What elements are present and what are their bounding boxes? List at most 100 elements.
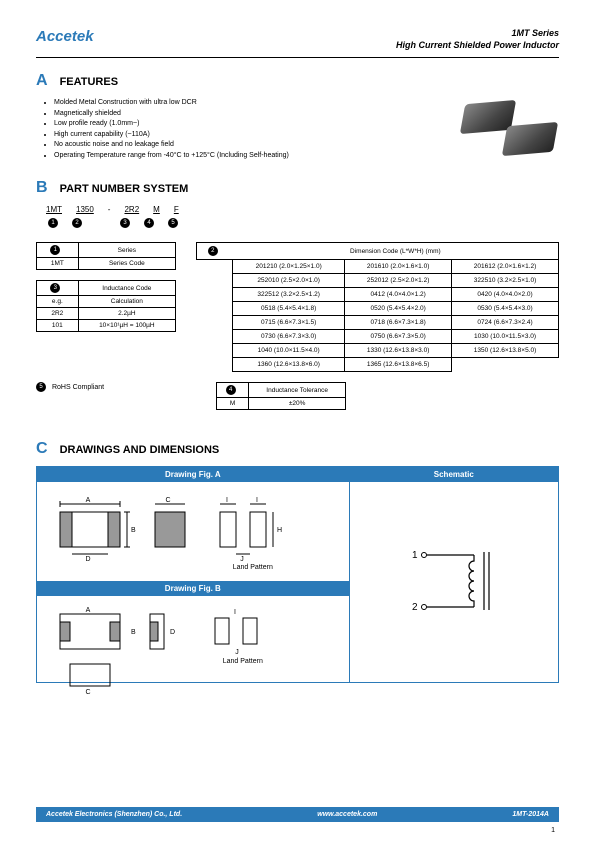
dim-cell: 0715 (6.6×7.3×1.5) xyxy=(233,316,345,330)
dim-cell: 0518 (5.4×5.4×1.8) xyxy=(233,302,345,316)
dim-cell: 0750 (6.6×7.3×5.0) xyxy=(345,330,452,344)
product-title: 1MT Series High Current Shielded Power I… xyxy=(396,28,559,51)
drawings-box: Drawing Fig. A A B D C I I H xyxy=(36,466,559,683)
pn-part: 2R2 xyxy=(124,205,139,214)
fig-a-body: A B D C I I H J Land Pattern xyxy=(37,482,349,581)
section-b-title: PART NUMBER SYSTEM xyxy=(60,183,189,195)
fig-a-svg: A B D C I I H J xyxy=(45,492,325,562)
dim-cell: 322510 (3.2×2.5×1.0) xyxy=(452,274,559,288)
dot-icon: 1 xyxy=(50,245,60,255)
dim-cell: 201612 (2.0×1.6×1.2) xyxy=(452,260,559,274)
left-tables: 1 Series 1MTSeries Code 3 Inductance Code … xyxy=(36,242,176,342)
part-number-dots: 1 2 3 4 5 xyxy=(48,218,559,228)
ind-hdr: Inductance Code xyxy=(78,281,175,296)
cell: e.g. xyxy=(37,296,79,308)
cell: M xyxy=(217,398,249,410)
page-header: Accetek 1MT Series High Current Shielded… xyxy=(36,28,559,51)
schematic-svg: 1 2 xyxy=(394,542,514,622)
svg-text:D: D xyxy=(85,556,90,562)
inductor-icon xyxy=(502,122,558,156)
dim-cell: 322512 (3.2×2.5×1.2) xyxy=(233,288,345,302)
dot-icon: 3 xyxy=(120,218,130,228)
dot-icon: 3 xyxy=(50,283,60,293)
svg-text:I: I xyxy=(234,609,236,616)
footer-left: Accetek Electronics (Shenzhen) Co., Ltd. xyxy=(46,811,182,818)
svg-text:D: D xyxy=(170,629,175,636)
part-number-strip: 1MT 1350 - 2R2 M F xyxy=(46,205,559,214)
dim-cell: 1030 (10.0×11.5×3.0) xyxy=(452,330,559,344)
dim-cell: 252012 (2.5×2.0×1.2) xyxy=(345,274,452,288)
dim-cell: 0530 (5.4×5.4×3.0) xyxy=(452,302,559,316)
title-line1: 1MT Series xyxy=(396,28,559,40)
cell: 1MT xyxy=(37,258,79,270)
svg-text:B: B xyxy=(131,629,136,636)
svg-text:1: 1 xyxy=(412,550,418,561)
series-hdr: Series xyxy=(78,243,175,258)
feature-item: No acoustic noise and no leakage field xyxy=(54,140,289,151)
cell: ±20% xyxy=(249,398,346,410)
svg-text:B: B xyxy=(131,527,136,534)
rohs-left: 5 RoHS Compliant xyxy=(36,382,186,392)
feature-item: Low profile ready (1.0mm~) xyxy=(54,119,289,130)
pn-part: F xyxy=(174,205,179,214)
svg-text:H: H xyxy=(277,527,282,534)
dot-icon: 5 xyxy=(168,218,178,228)
feature-item: Magnetically shielded xyxy=(54,109,289,120)
svg-text:J: J xyxy=(235,649,239,656)
dim-cell: 0420 (4.0×4.0×2.0) xyxy=(452,288,559,302)
drawings-right: Schematic 1 2 xyxy=(350,467,558,682)
section-a-letter: A xyxy=(36,72,48,90)
tolerance-table: 4 Inductance Tolerance M±20% xyxy=(216,382,346,410)
section-b-header: B PART NUMBER SYSTEM xyxy=(36,179,559,197)
cell: Series Code xyxy=(78,258,175,270)
dim-cell: 1040 (10.0×11.5×4.0) xyxy=(233,344,345,358)
pn-part: M xyxy=(153,205,160,214)
cell: Calculation xyxy=(78,296,175,308)
fig-b-body: A B D C I J Land Pattern xyxy=(37,596,349,675)
dim-cell: 0730 (6.6×7.3×3.0) xyxy=(233,330,345,344)
dim-cell: 1360 (12.6×13.8×6.0) xyxy=(233,358,345,372)
feature-item: High current capability (~110A) xyxy=(54,130,289,141)
features-row: Molded Metal Construction with ultra low… xyxy=(36,98,559,161)
cell: 10×10¹µH = 100µH xyxy=(78,320,175,332)
cell: 2.2µH xyxy=(78,308,175,320)
schematic-body: 1 2 xyxy=(350,482,558,682)
svg-text:C: C xyxy=(165,497,170,504)
fig-b-svg: A B D C I J xyxy=(45,606,325,696)
section-c-header: C DRAWINGS AND DIMENSIONS xyxy=(36,440,559,458)
dim-cell: 0724 (6.6×7.3×2.4) xyxy=(452,316,559,330)
footer-right: 1MT-2014A xyxy=(512,811,549,818)
section-b-letter: B xyxy=(36,179,48,197)
cell: 2R2 xyxy=(37,308,79,320)
series-table: 1 Series 1MTSeries Code xyxy=(36,242,176,270)
land-pattern-label: Land Pattern xyxy=(165,564,341,571)
page-footer: Accetek Electronics (Shenzhen) Co., Ltd.… xyxy=(36,807,559,822)
title-line2: High Current Shielded Power Inductor xyxy=(396,40,559,52)
part-number-tables: 1 Series 1MTSeries Code 3 Inductance Code … xyxy=(36,242,559,372)
dim-cell xyxy=(452,358,559,372)
svg-text:I: I xyxy=(256,497,258,504)
section-a-header: A FEATURES xyxy=(36,72,559,90)
fig-b-hdr: Drawing Fig. B xyxy=(37,581,349,596)
svg-text:J: J xyxy=(240,556,244,562)
fig-a-hdr: Drawing Fig. A xyxy=(37,467,349,482)
section-c-title: DRAWINGS AND DIMENSIONS xyxy=(60,444,220,456)
dot-icon: 5 xyxy=(36,382,46,392)
dot-icon: 4 xyxy=(144,218,154,228)
dim-cell: 252010 (2.5×2.0×1.0) xyxy=(233,274,345,288)
dimension-table: 2Dimension Code (L*W*H) (mm) 201210 (2.0… xyxy=(196,242,559,372)
section-c-letter: C xyxy=(36,440,48,458)
feature-item: Operating Temperature range from -40°C t… xyxy=(54,151,289,162)
brand-logo: Accetek xyxy=(36,28,94,45)
dim-cell: 201610 (2.0×1.6×1.0) xyxy=(345,260,452,274)
dim-cell: 0520 (5.4×5.4×2.0) xyxy=(345,302,452,316)
rohs-label: RoHS Compliant xyxy=(52,384,104,391)
rohs-row: 5 RoHS Compliant 4 Inductance Tolerance M… xyxy=(36,382,559,410)
dim-cell: 0718 (6.6×7.3×1.8) xyxy=(345,316,452,330)
section-a-title: FEATURES xyxy=(60,76,118,88)
tol-hdr: Inductance Tolerance xyxy=(249,383,346,398)
dot-icon: 4 xyxy=(226,385,236,395)
footer-center: www.accetek.com xyxy=(317,811,377,818)
inductance-table: 3 Inductance Code e.g.Calculation 2R22.2µ… xyxy=(36,280,176,332)
dot-icon: 2 xyxy=(208,246,218,256)
